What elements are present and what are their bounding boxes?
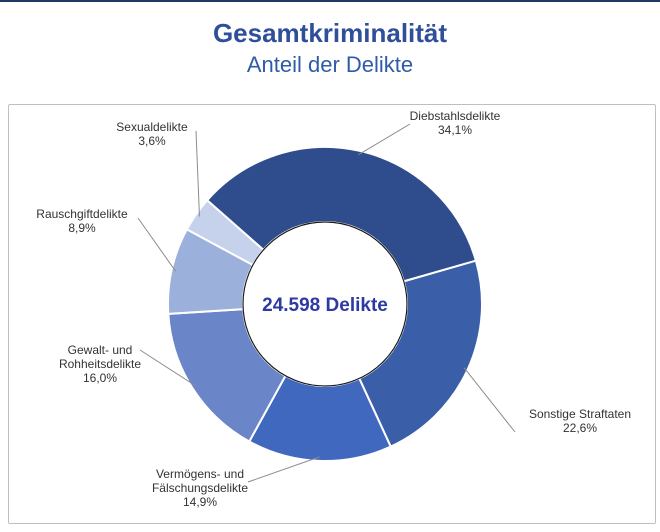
center-total-label: 24.598 Delikte bbox=[262, 295, 388, 316]
page-subtitle: Anteil der Delikte bbox=[246, 52, 414, 77]
donut-hole bbox=[242, 221, 408, 387]
chart-frame bbox=[8, 104, 656, 524]
slice-2-percent: 22,6% bbox=[563, 421, 597, 435]
page-title: Gesamtkriminalität bbox=[212, 18, 448, 48]
slice-6-percent: 3,6% bbox=[138, 134, 166, 148]
slice-5-name: Rauschgiftdelikte bbox=[36, 207, 128, 221]
leader-line-4 bbox=[139, 349, 197, 387]
slice-1-percent: 34,1% bbox=[438, 123, 472, 137]
top-rule bbox=[0, 0, 660, 2]
slice-4-name: Gewalt- und bbox=[68, 343, 133, 357]
slice-2-name: Sonstige Straftaten bbox=[529, 407, 631, 421]
leader-lines-group bbox=[137, 123, 516, 483]
slice-3-name: Vermögens- und bbox=[156, 467, 244, 481]
slice-3-name: Fälschungsdelikte bbox=[152, 481, 248, 495]
leader-line-6 bbox=[195, 130, 200, 217]
slice-1-name: Diebstahlsdelikte bbox=[410, 109, 501, 123]
leader-line-1 bbox=[358, 123, 411, 156]
slice-6-name: Sexualdelikte bbox=[116, 120, 188, 134]
leader-line-3 bbox=[247, 456, 320, 483]
leader-line-5 bbox=[137, 217, 176, 272]
slice-3-percent: 14,9% bbox=[183, 495, 217, 509]
leader-line-2 bbox=[463, 367, 516, 433]
slice-4-percent: 16,0% bbox=[83, 371, 117, 385]
slices-group bbox=[167, 146, 483, 462]
slice-5-percent: 8,9% bbox=[68, 221, 96, 235]
slice-4-name: Rohheitsdelikte bbox=[59, 357, 141, 371]
